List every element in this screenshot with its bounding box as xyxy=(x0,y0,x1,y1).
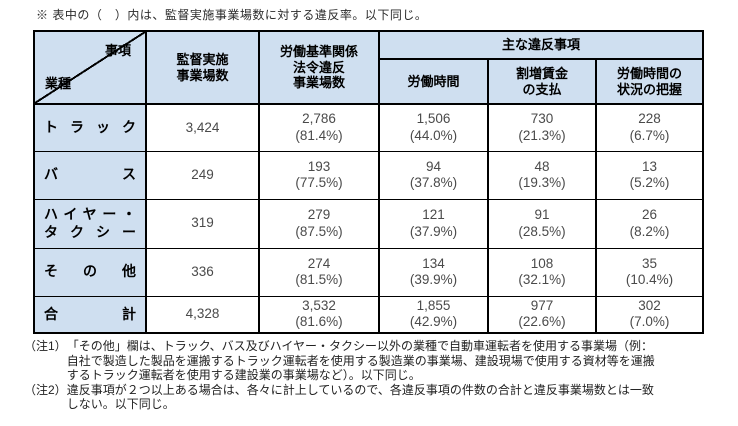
table-row-taxi: ハイヤー・ タクシー 319 279 (87.5%) 121 (37.9%) 9… xyxy=(33,198,704,249)
cell-total-inspected: 4,328 xyxy=(145,295,260,334)
header-hours-grasp: 労働時間の 状況の把握 xyxy=(595,58,704,105)
footnotes: （注1） 「その他」欄は、トラック、バス及びハイヤー・タクシー以外の業種で自動車… xyxy=(24,339,730,412)
corner-label-item: 事項 xyxy=(104,43,131,58)
cell-total-grasp: 302 (7.0%) xyxy=(595,295,704,334)
footnote-2-text: 違反事項が２つ以上ある場合は、各々に計上しているので、各違反事項の件数の合計と違… xyxy=(66,382,654,412)
cell-taxi-premium: 91 (28.5%) xyxy=(487,198,597,249)
header-main-violations-group: 主な違反事項 xyxy=(378,30,704,60)
cell-taxi-hours: 121 (37.9%) xyxy=(378,198,489,249)
cell-truck-hours: 1,506 (44.0%) xyxy=(378,103,489,152)
cell-total-hours: 1,855 (42.9%) xyxy=(378,295,489,334)
table-row-bus: バス 249 193 (77.5%) 94 (37.8%) 48 (19.3%)… xyxy=(33,150,704,200)
header-inspected-count: 監督実施 事業場数 xyxy=(145,30,260,105)
row-label-taxi: ハイヤー・ タクシー xyxy=(33,198,147,249)
cell-bus-inspected: 249 xyxy=(145,150,260,200)
cell-truck-violation: 2,786 (81.4%) xyxy=(258,103,380,152)
row-label-truck: トラック xyxy=(33,103,147,152)
footnote-2: （注2） 違反事項が２つ以上ある場合は、各々に計上しているので、各違反事項の件数… xyxy=(24,383,730,412)
cell-total-premium: 977 (22.6%) xyxy=(487,295,597,334)
violation-stats-table: 事項 業種 監督実施 事業場数 労働基準関係 法令違反 事業場数 主な違反事項 … xyxy=(33,30,704,334)
footnote-1-text: 「その他」欄は、トラック、バス及びハイヤー・タクシー以外の業種で自動車運転者を使… xyxy=(66,339,655,383)
cell-other-hours: 134 (39.9%) xyxy=(378,247,489,297)
table-row-other: その他 336 274 (81.5%) 134 (39.9%) 108 (32.… xyxy=(33,247,704,297)
cell-total-violation: 3,532 (81.6%) xyxy=(258,295,380,334)
cell-other-premium: 108 (32.1%) xyxy=(487,247,597,297)
header-working-hours: 労働時間 xyxy=(378,58,489,105)
footnote-2-label: （注2） xyxy=(24,382,67,397)
corner-cell: 事項 業種 xyxy=(33,30,147,105)
cell-bus-grasp: 13 (5.2%) xyxy=(595,150,704,200)
cell-truck-grasp: 228 (6.7%) xyxy=(595,103,704,152)
cell-other-grasp: 35 (10.4%) xyxy=(595,247,704,297)
table-row-total: 合計 4,328 3,532 (81.6%) 1,855 (42.9%) 977… xyxy=(33,295,704,334)
table-row-truck: トラック 3,424 2,786 (81.4%) 1,506 (44.0%) 7… xyxy=(33,103,704,152)
cell-bus-premium: 48 (19.3%) xyxy=(487,150,597,200)
cell-bus-hours: 94 (37.8%) xyxy=(378,150,489,200)
cell-truck-inspected: 3,424 xyxy=(145,103,260,152)
cell-taxi-violation: 279 (87.5%) xyxy=(258,198,380,249)
cell-taxi-inspected: 319 xyxy=(145,198,260,249)
header-premium-pay: 割増賃金 の支払 xyxy=(487,58,597,105)
row-label-total: 合計 xyxy=(33,295,147,334)
corner-label-industry: 業種 xyxy=(45,76,72,92)
cell-truck-premium: 730 (21.3%) xyxy=(487,103,597,152)
row-label-other: その他 xyxy=(33,247,147,297)
footnote-1-label: （注1） xyxy=(24,339,67,353)
row-label-bus: バス xyxy=(33,150,147,200)
table-note: ※ 表中の（ ）内は、監督実施事業場数に対する違反率。以下同じ。 xyxy=(36,8,428,22)
cell-other-violation: 274 (81.5%) xyxy=(258,247,380,297)
cell-other-inspected: 336 xyxy=(145,247,260,297)
footnote-1: （注1） 「その他」欄は、トラック、バス及びハイヤー・タクシー以外の業種で自動車… xyxy=(24,339,730,383)
cell-bus-violation: 193 (77.5%) xyxy=(258,150,380,200)
header-law-violation-count: 労働基準関係 法令違反 事業場数 xyxy=(258,30,380,105)
cell-taxi-grasp: 26 (8.2%) xyxy=(595,198,704,249)
